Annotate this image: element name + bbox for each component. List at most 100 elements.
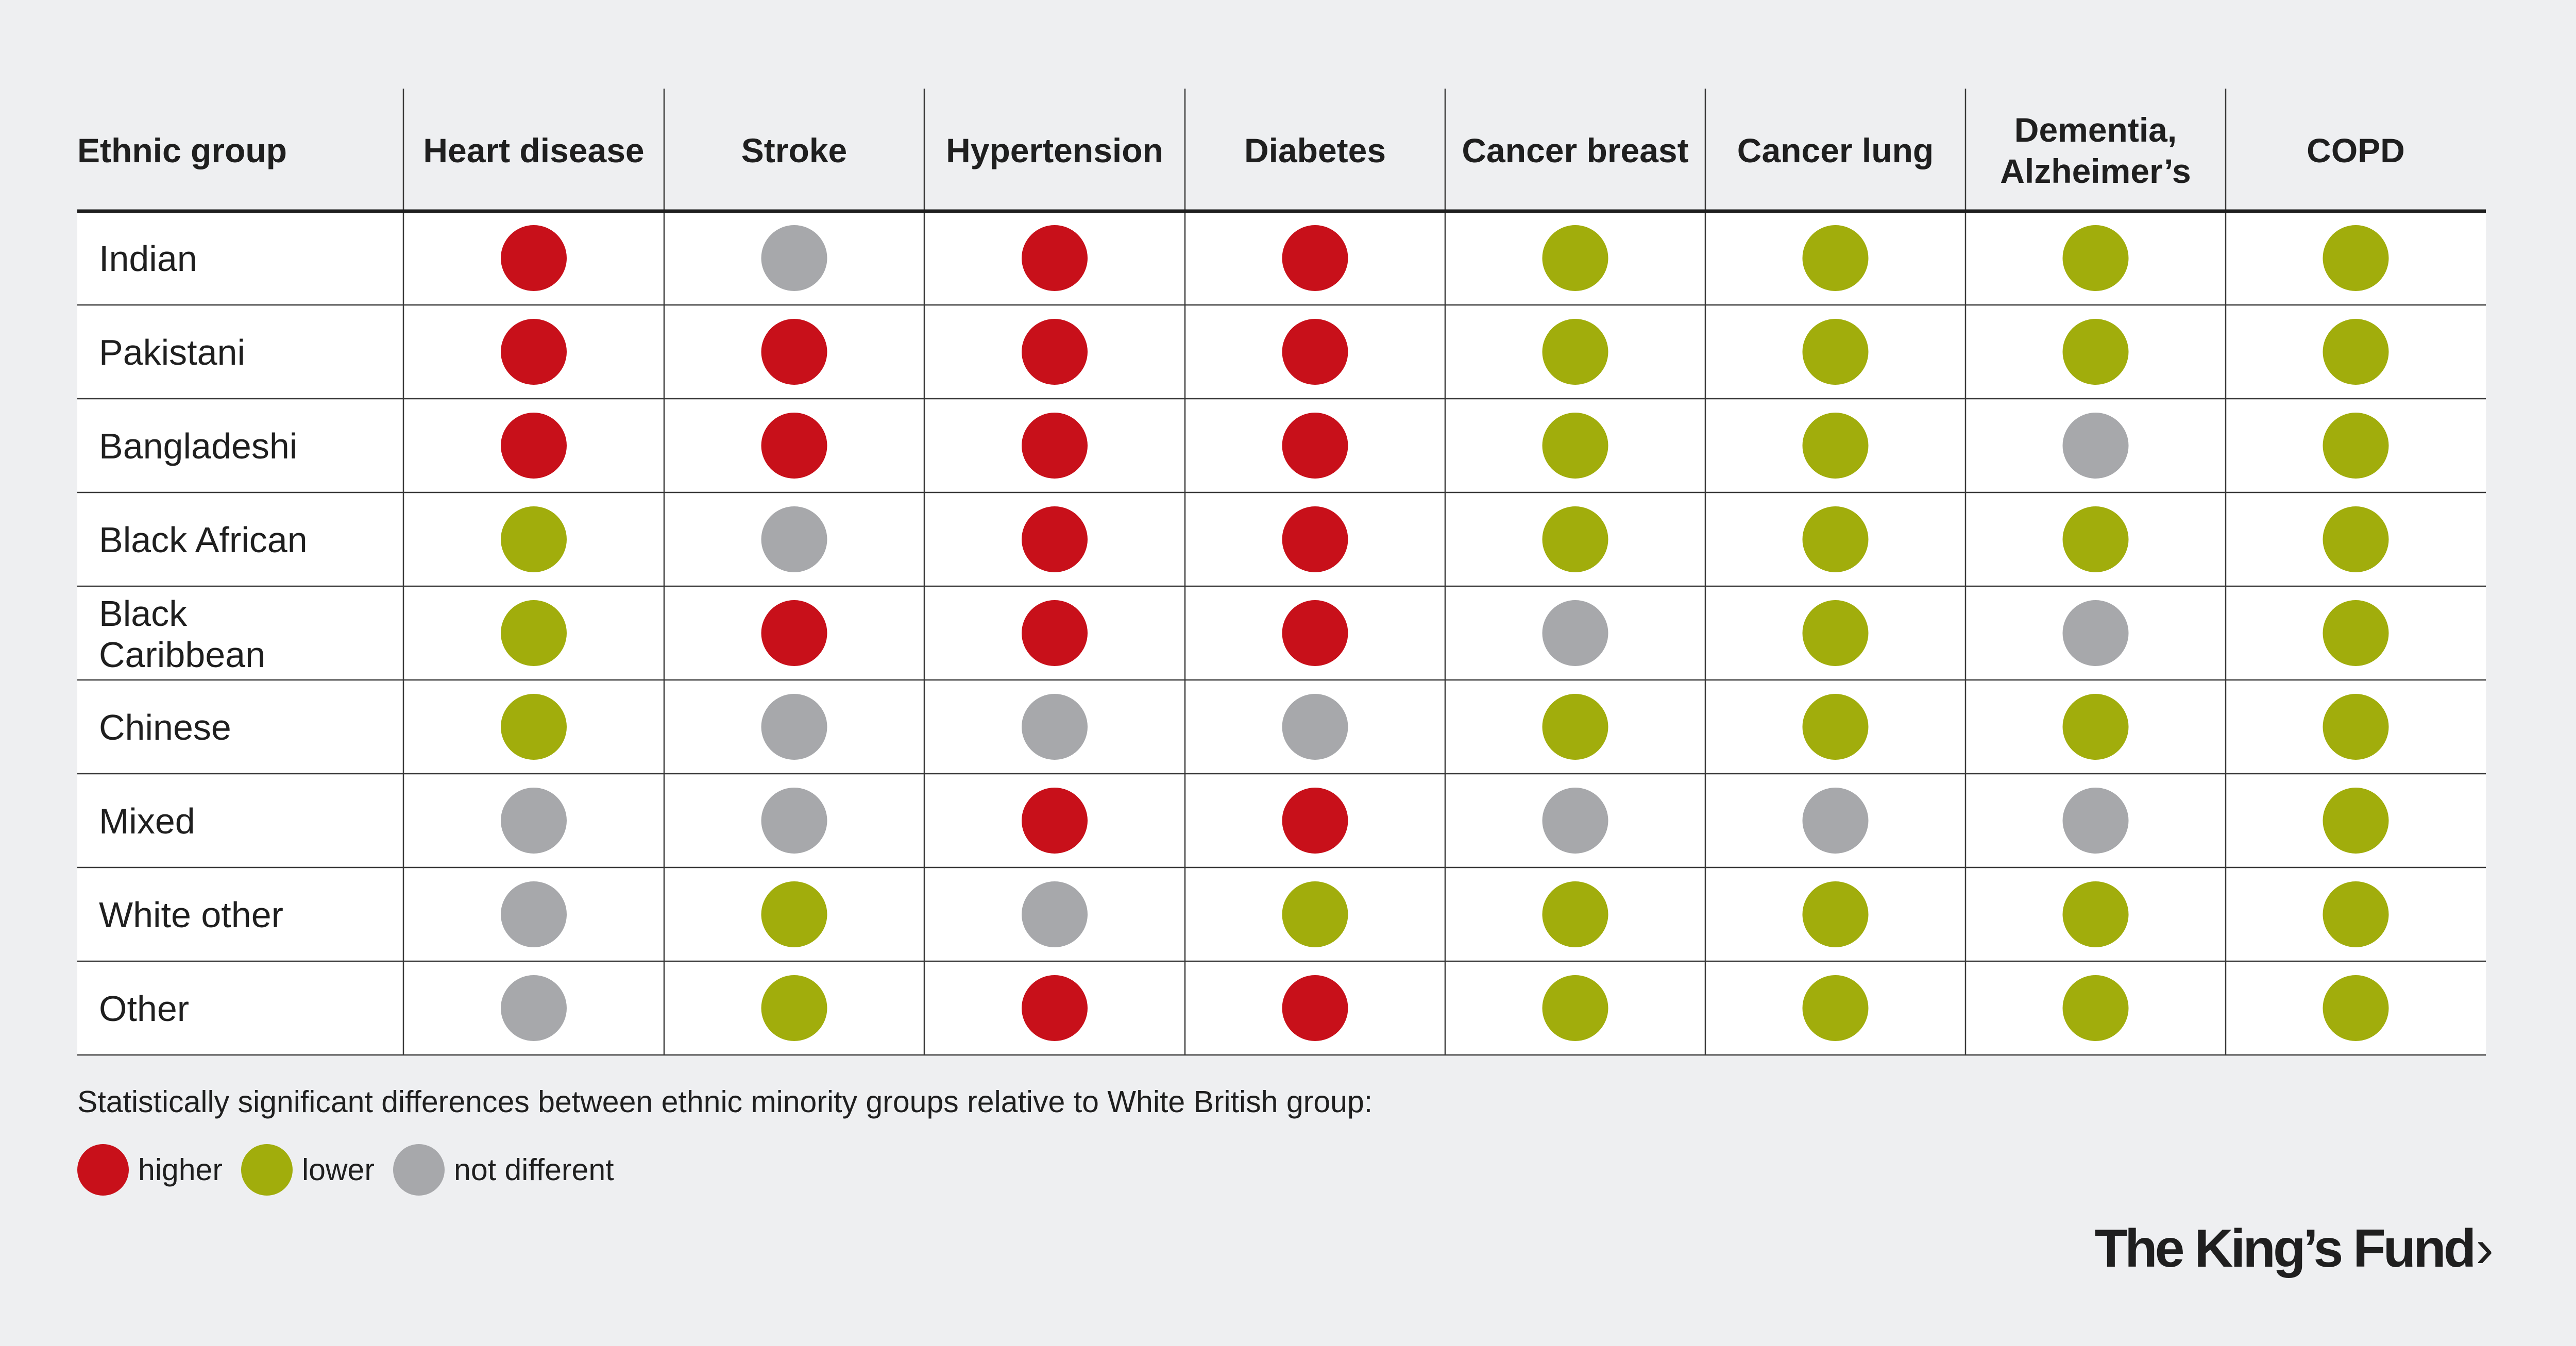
dot-bangladeshi-stroke-higher	[761, 413, 827, 479]
dot-other-copd-lower	[2323, 975, 2389, 1041]
dot-indian-heart-disease-higher	[501, 225, 567, 291]
row-label-mixed: Mixed	[99, 801, 195, 841]
dot-chinese-cancer-breast-lower	[1542, 694, 1608, 760]
brand-name: The King’s Fund	[2094, 1219, 2477, 1279]
row-label-bangladeshi: Bangladeshi	[99, 426, 297, 466]
dot-pakistani-diabetes-higher	[1282, 319, 1348, 385]
legend: Statistically significant differences be…	[77, 1084, 1372, 1196]
dot-black-african-copd-lower	[2323, 506, 2389, 572]
row-label-black-african: Black African	[99, 520, 308, 560]
dot-indian-copd-lower	[2323, 225, 2389, 291]
row-label-other: Other	[99, 989, 189, 1029]
dot-black-caribbean-heart-disease-lower	[501, 600, 567, 666]
dot-indian-dementia-alzheimer-s-lower	[2062, 225, 2129, 291]
dot-mixed-stroke-not-different	[761, 788, 827, 854]
dot-other-diabetes-higher	[1282, 975, 1348, 1041]
dot-bangladeshi-hypertension-higher	[1022, 413, 1088, 479]
dot-mixed-cancer-lung-not-different	[1802, 788, 1869, 854]
legend-item-higher: higher	[77, 1144, 223, 1196]
dot-black-african-cancer-lung-lower	[1802, 506, 1869, 572]
dot-mixed-cancer-breast-not-different	[1542, 788, 1608, 854]
dot-black-african-hypertension-higher	[1022, 506, 1088, 572]
dot-bangladeshi-cancer-lung-lower	[1802, 413, 1869, 479]
legend-title: Statistically significant differences be…	[77, 1085, 1373, 1119]
dot-white-other-cancer-lung-lower	[1802, 881, 1869, 947]
legend-dot-lower	[241, 1144, 293, 1196]
legend-dot-not-different	[393, 1144, 445, 1196]
dot-chinese-diabetes-not-different	[1282, 694, 1348, 760]
dot-black-african-diabetes-higher	[1282, 506, 1348, 572]
dot-bangladeshi-cancer-breast-lower	[1542, 413, 1608, 479]
dot-black-caribbean-diabetes-higher	[1282, 600, 1348, 666]
dot-mixed-hypertension-higher	[1022, 788, 1088, 854]
legend-item-not-different: not different	[393, 1144, 614, 1196]
dot-black-caribbean-cancer-lung-lower	[1802, 600, 1869, 666]
dot-chinese-cancer-lung-lower	[1802, 694, 1869, 760]
column-header-copd: COPD	[2307, 131, 2405, 169]
dot-pakistani-hypertension-higher	[1022, 319, 1088, 385]
dot-other-dementia-alzheimer-s-lower	[2062, 975, 2129, 1041]
row-label-white-other: White other	[99, 895, 283, 935]
dot-mixed-diabetes-higher	[1282, 788, 1348, 854]
dot-indian-cancer-breast-lower	[1542, 225, 1608, 291]
header-ethnic-group: Ethnic group	[77, 131, 287, 169]
legend-dot-higher	[77, 1144, 129, 1196]
dot-other-cancer-lung-lower	[1802, 975, 1869, 1041]
legend-label-lower: lower	[302, 1153, 375, 1187]
dot-other-stroke-lower	[761, 975, 827, 1041]
dot-other-cancer-breast-lower	[1542, 975, 1608, 1041]
dot-black-african-heart-disease-lower	[501, 506, 567, 572]
legend-label-higher: higher	[138, 1153, 223, 1187]
row-label-pakistani: Pakistani	[99, 332, 245, 372]
dot-black-african-dementia-alzheimer-s-lower	[2062, 506, 2129, 572]
legend-items: higher lower not different	[77, 1144, 1372, 1196]
column-header-dementia-alzheimer-s: Dementia, Alzheimer’s	[2000, 111, 2191, 190]
row-label-indian: Indian	[99, 238, 197, 279]
dot-white-other-copd-lower	[2323, 881, 2389, 947]
dot-white-other-diabetes-lower	[1282, 881, 1348, 947]
dot-indian-diabetes-higher	[1282, 225, 1348, 291]
dot-black-caribbean-dementia-alzheimer-s-not-different	[2062, 600, 2129, 666]
column-header-cancer-breast: Cancer breast	[1462, 131, 1688, 169]
row-label-black-caribbean: Black Caribbean	[99, 593, 265, 675]
dot-pakistani-copd-lower	[2323, 319, 2389, 385]
dot-chinese-stroke-not-different	[761, 694, 827, 760]
dot-black-african-cancer-breast-lower	[1542, 506, 1608, 572]
dot-bangladeshi-copd-lower	[2323, 413, 2389, 479]
dot-chinese-dementia-alzheimer-s-lower	[2062, 694, 2129, 760]
dot-indian-hypertension-higher	[1022, 225, 1088, 291]
column-header-stroke: Stroke	[741, 131, 847, 169]
dot-pakistani-cancer-breast-lower	[1542, 319, 1608, 385]
dot-black-african-stroke-not-different	[761, 506, 827, 572]
dot-chinese-copd-lower	[2323, 694, 2389, 760]
dot-mixed-copd-lower	[2323, 788, 2389, 854]
dot-pakistani-stroke-higher	[761, 319, 827, 385]
dot-mixed-heart-disease-not-different	[501, 788, 567, 854]
dot-bangladeshi-dementia-alzheimer-s-not-different	[2062, 413, 2129, 479]
legend-item-lower: lower	[241, 1144, 375, 1196]
dot-black-caribbean-stroke-higher	[761, 600, 827, 666]
dot-chinese-hypertension-not-different	[1022, 694, 1088, 760]
legend-label-not-different: not different	[454, 1153, 614, 1187]
dot-pakistani-cancer-lung-lower	[1802, 319, 1869, 385]
column-header-diabetes: Diabetes	[1244, 131, 1386, 169]
dot-black-caribbean-cancer-breast-not-different	[1542, 600, 1608, 666]
dot-bangladeshi-heart-disease-higher	[501, 413, 567, 479]
dot-white-other-stroke-lower	[761, 881, 827, 947]
dot-white-other-heart-disease-not-different	[501, 881, 567, 947]
dot-white-other-dementia-alzheimer-s-lower	[2062, 881, 2129, 947]
column-header-cancer-lung: Cancer lung	[1737, 131, 1934, 169]
dot-other-hypertension-higher	[1022, 975, 1088, 1041]
dot-mixed-dementia-alzheimer-s-not-different	[2062, 788, 2129, 854]
significance-matrix: Ethnic group Heart disease Stroke Hypertens…	[77, 89, 2486, 1056]
dot-chinese-heart-disease-lower	[501, 694, 567, 760]
dot-indian-stroke-not-different	[761, 225, 827, 291]
dot-white-other-hypertension-not-different	[1022, 881, 1088, 947]
dot-indian-cancer-lung-lower	[1802, 225, 1869, 291]
dot-pakistani-dementia-alzheimer-s-lower	[2062, 319, 2129, 385]
brand-logo: The King’s Fund›	[2094, 1218, 2494, 1280]
dot-black-caribbean-copd-lower	[2323, 600, 2389, 666]
column-header-heart-disease: Heart disease	[423, 131, 644, 169]
dot-bangladeshi-diabetes-higher	[1282, 413, 1348, 479]
dot-other-heart-disease-not-different	[501, 975, 567, 1041]
